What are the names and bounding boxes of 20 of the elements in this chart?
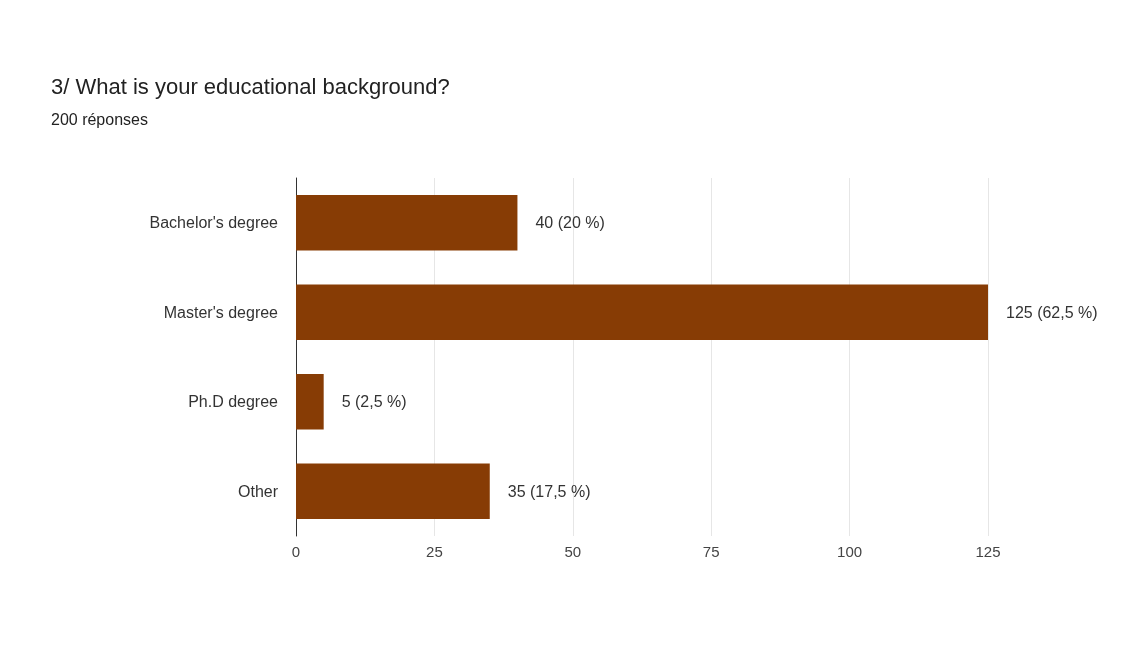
x-tick-label: 25 <box>426 543 443 560</box>
x-tick-label: 50 <box>564 543 582 560</box>
bar <box>296 195 518 251</box>
data-label: 5 (2,5 %) <box>341 393 407 411</box>
y-tick-label: Ph.D degree <box>188 393 279 411</box>
data-label: 40 (20 %) <box>535 214 605 232</box>
y-tick-label: Master's degree <box>163 303 279 321</box>
x-tick-label: 100 <box>837 543 863 560</box>
data-label: 35 (17,5 %) <box>507 482 591 500</box>
bar <box>296 284 988 340</box>
bar <box>296 463 490 519</box>
y-tick-label: Bachelor's degree <box>149 214 279 232</box>
x-tick-label: 75 <box>702 543 720 560</box>
data-label: 125 (62,5 %) <box>1006 303 1098 321</box>
x-tick-label: 125 <box>975 543 1001 560</box>
text: 200 réponses <box>51 110 148 128</box>
x-tick-label: 0 <box>291 543 301 560</box>
y-tick-label: Other <box>237 482 279 500</box>
chart-title: 3/ What is your educational background? <box>51 73 450 99</box>
bar <box>296 374 324 430</box>
